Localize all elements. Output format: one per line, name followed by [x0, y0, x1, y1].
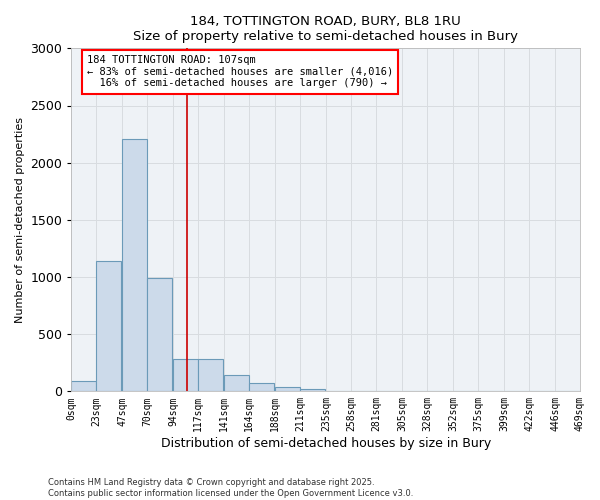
Bar: [249, 384, 274, 392]
Bar: [97, 261, 121, 392]
Bar: [275, 387, 300, 392]
Bar: [122, 138, 148, 392]
Text: Contains HM Land Registry data © Crown copyright and database right 2025.
Contai: Contains HM Land Registry data © Crown c…: [48, 478, 413, 498]
Bar: [300, 389, 325, 392]
Bar: [71, 381, 97, 392]
Bar: [199, 358, 223, 392]
X-axis label: Distribution of semi-detached houses by size in Bury: Distribution of semi-detached houses by …: [161, 437, 491, 450]
Y-axis label: Number of semi-detached properties: Number of semi-detached properties: [15, 117, 25, 323]
Bar: [326, 391, 351, 392]
Text: 184 TOTTINGTON ROAD: 107sqm
← 83% of semi-detached houses are smaller (4,016)
  : 184 TOTTINGTON ROAD: 107sqm ← 83% of sem…: [87, 55, 393, 88]
Bar: [148, 278, 172, 392]
Bar: [173, 358, 199, 392]
Title: 184, TOTTINGTON ROAD, BURY, BL8 1RU
Size of property relative to semi-detached h: 184, TOTTINGTON ROAD, BURY, BL8 1RU Size…: [133, 15, 518, 43]
Bar: [224, 376, 249, 392]
